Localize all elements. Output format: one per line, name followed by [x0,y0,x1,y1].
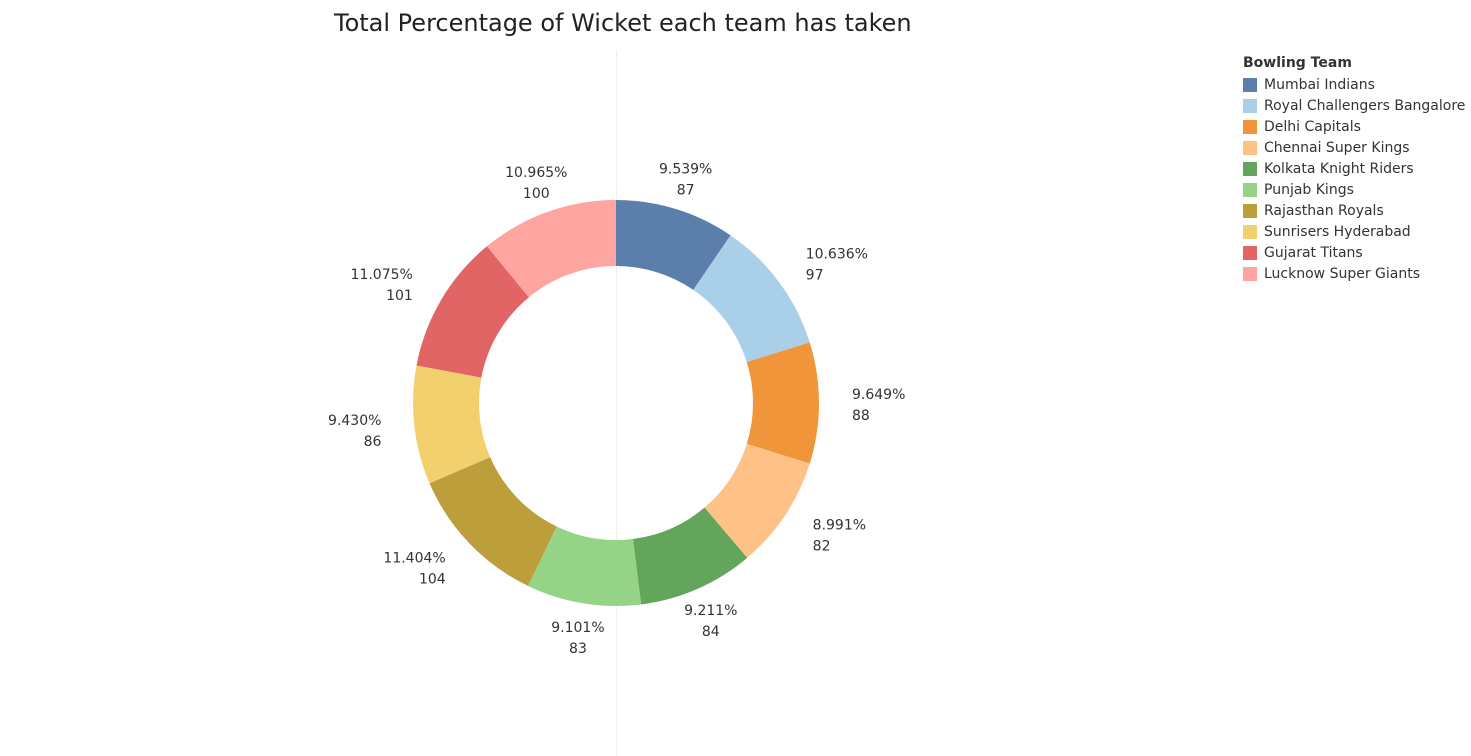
legend-label: Gujarat Titans [1264,244,1363,261]
slice-rajasthan-royals[interactable] [429,457,557,586]
legend-swatch [1243,161,1257,176]
slice-value-label: 83 [569,641,587,657]
legend-item-punjab-kings[interactable]: Punjab Kings [1243,179,1465,200]
legend-title: Bowling Team [1243,55,1352,71]
slice-value-label: 100 [523,186,550,202]
slice-percent-label: 9.101% [551,620,604,636]
legend-label: Royal Challengers Bangalore [1264,97,1466,114]
legend-item-chennai-super-kings[interactable]: Chennai Super Kings [1243,137,1465,158]
slice-value-label: 84 [702,624,720,640]
legend-swatch [1243,224,1257,239]
slice-sunrisers-hyderabad[interactable] [413,365,491,484]
slice-percent-label: 10.636% [806,247,868,263]
slice-chennai-super-kings[interactable] [704,443,810,558]
slice-percent-label: 9.539% [659,162,712,178]
legend-item-delhi-capitals[interactable]: Delhi Capitals [1243,116,1465,137]
legend: Bowling Team Mumbai Indians Royal Challen… [1243,54,1465,284]
legend-swatch [1243,245,1257,260]
slice-value-label: 101 [386,288,413,304]
slice-percent-label: 9.430% [328,413,381,429]
legend-item-royal-challengers-bangalore[interactable]: Royal Challengers Bangalore [1243,95,1465,116]
slice-value-label: 82 [813,538,831,554]
legend-label: Kolkata Knight Riders [1264,160,1414,177]
slice-percent-label: 11.404% [383,550,445,566]
legend-label: Sunrisers Hyderabad [1264,223,1411,240]
legend-item-rajasthan-royals[interactable]: Rajasthan Royals [1243,200,1465,221]
legend-label: Lucknow Super Giants [1264,265,1421,282]
legend-item-lucknow-super-giants[interactable]: Lucknow Super Giants [1243,263,1465,284]
legend-label: Punjab Kings [1264,181,1354,198]
slice-percent-label: 9.211% [684,603,737,619]
donut-chart: 9.539% 87 10.636% 97 9.649% 88 8.991% 82 9.211% 8… [328,162,905,657]
legend-item-gujarat-titans[interactable]: Gujarat Titans [1243,242,1465,263]
legend-swatch [1243,266,1257,281]
slice-percent-label: 9.649% [852,387,905,403]
legend-label: Chennai Super Kings [1264,139,1410,156]
donut-slices [413,200,819,606]
slice-gujarat-titans[interactable] [416,246,529,378]
slice-delhi-capitals[interactable] [746,342,819,464]
legend-item-kolkata-knight-riders[interactable]: Kolkata Knight Riders [1243,158,1465,179]
slice-value-label: 87 [677,183,695,199]
slice-kolkata-knight-riders[interactable] [632,507,748,605]
center-divider [616,50,617,756]
slice-punjab-kings[interactable] [528,526,642,606]
legend-swatch [1243,119,1257,134]
slice-value-label: 104 [419,571,446,587]
slice-value-label: 88 [852,408,870,424]
slice-percent-label: 10.965% [505,165,567,181]
legend-item-sunrisers-hyderabad[interactable]: Sunrisers Hyderabad [1243,221,1465,242]
slice-royal-challengers-bangalore[interactable] [693,235,810,363]
legend-swatch [1243,98,1257,113]
slice-labels: 9.539% 87 10.636% 97 9.649% 88 8.991% 82 9.211% 8… [328,162,905,657]
legend-label: Mumbai Indians [1264,76,1375,93]
slice-percent-label: 11.075% [351,267,413,283]
slice-mumbai-indians[interactable] [616,200,731,290]
legend-item-mumbai-indians[interactable]: Mumbai Indians [1243,74,1465,95]
legend-swatch [1243,140,1257,155]
legend-swatch [1243,203,1257,218]
legend-label: Rajasthan Royals [1264,202,1384,219]
slice-value-label: 97 [806,268,824,284]
legend-items: Mumbai Indians Royal Challengers Bangalor… [1243,74,1465,284]
slice-value-label: 86 [364,434,382,450]
legend-label: Delhi Capitals [1264,118,1361,135]
chart-title: Total Percentage of Wicket each team has… [334,9,912,37]
legend-swatch [1243,182,1257,197]
slice-lucknow-super-giants[interactable] [486,200,616,298]
legend-swatch [1243,77,1257,92]
slice-percent-label: 8.991% [813,517,866,533]
